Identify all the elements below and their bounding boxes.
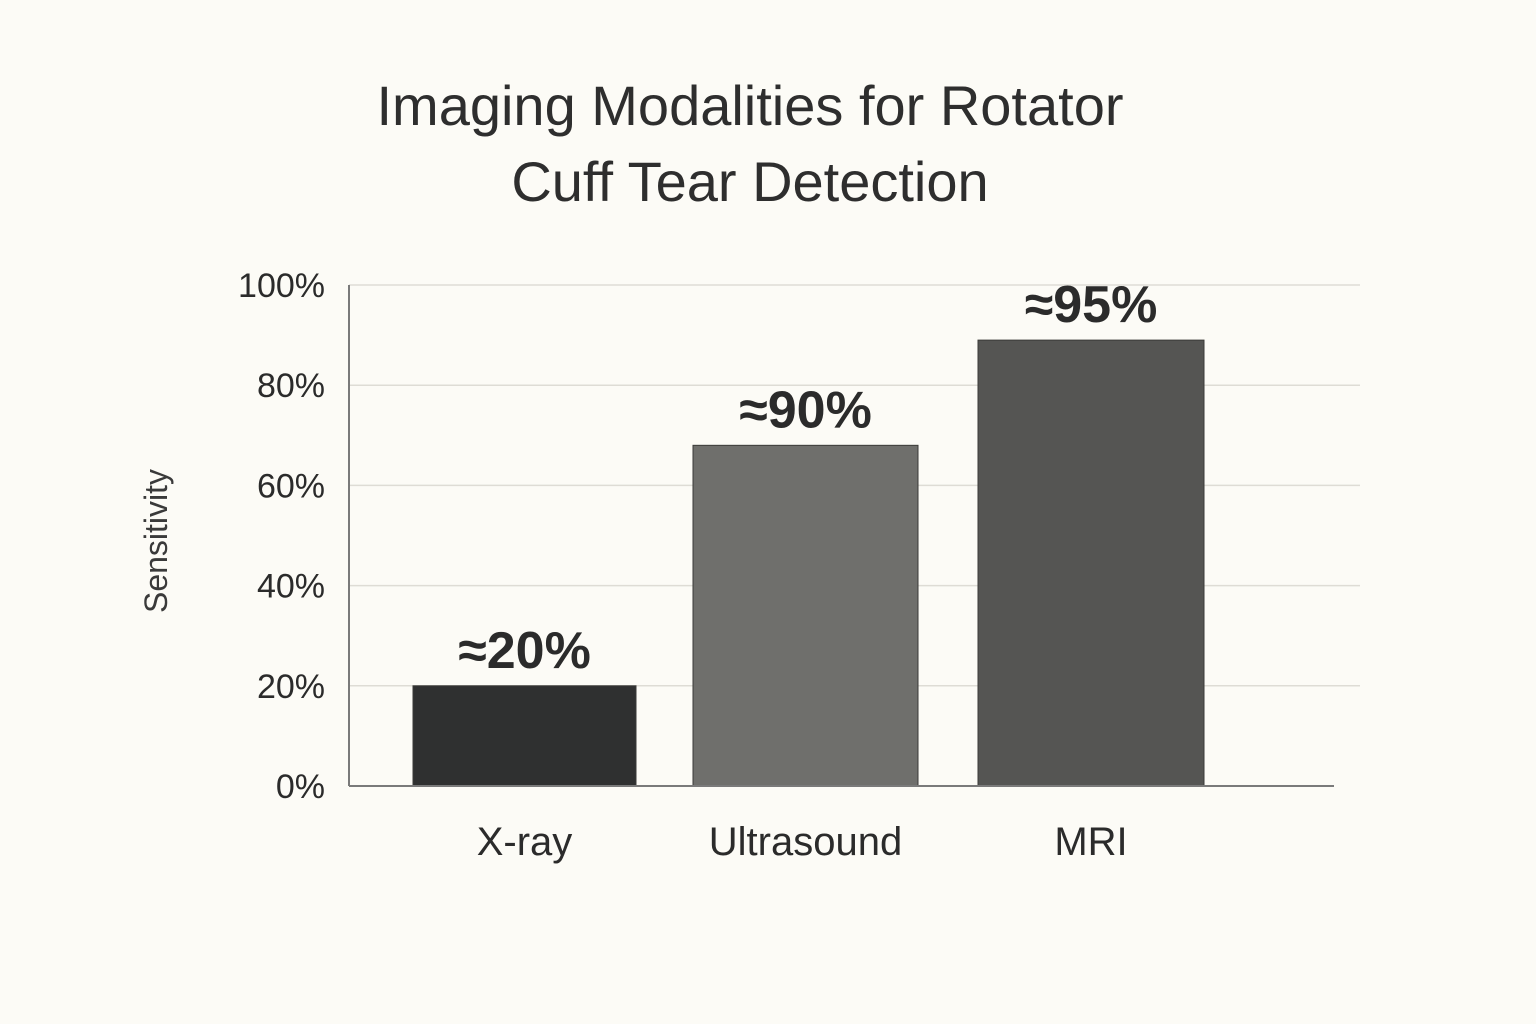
y-tick-label: 20%: [257, 668, 325, 706]
y-tick-label: 0%: [276, 768, 325, 806]
bar-ultrasound: [692, 444, 919, 787]
data-labels: ≈20% ≈90% ≈95%: [458, 276, 1157, 680]
y-tick-label: 40%: [257, 568, 325, 606]
y-axis-label: Sensitivity: [138, 469, 174, 613]
x-tick-label: X-ray: [477, 820, 573, 864]
data-label: ≈90%: [739, 381, 872, 439]
y-axis-ticks: 0% 20% 40% 60% 80% 100%: [238, 267, 325, 806]
y-tick-label: 100%: [238, 267, 325, 305]
data-label: ≈95%: [1025, 276, 1158, 334]
bars: [412, 339, 1205, 787]
x-tick-label: Ultrasound: [709, 820, 902, 864]
chart-title: Imaging Modalities for Rotator Cuff Tear…: [0, 68, 1500, 220]
chart-title-line-1: Imaging Modalities for Rotator: [376, 74, 1124, 137]
chart-title-line-2: Cuff Tear Detection: [511, 150, 989, 213]
bar-x-ray: [412, 685, 637, 787]
y-tick-label: 80%: [257, 367, 325, 405]
x-tick-label: MRI: [1054, 820, 1127, 864]
bar-mri: [977, 339, 1205, 787]
x-axis-categories: X-ray Ultrasound MRI: [477, 820, 1128, 864]
data-label: ≈20%: [458, 622, 591, 680]
y-tick-label: 60%: [257, 467, 325, 505]
